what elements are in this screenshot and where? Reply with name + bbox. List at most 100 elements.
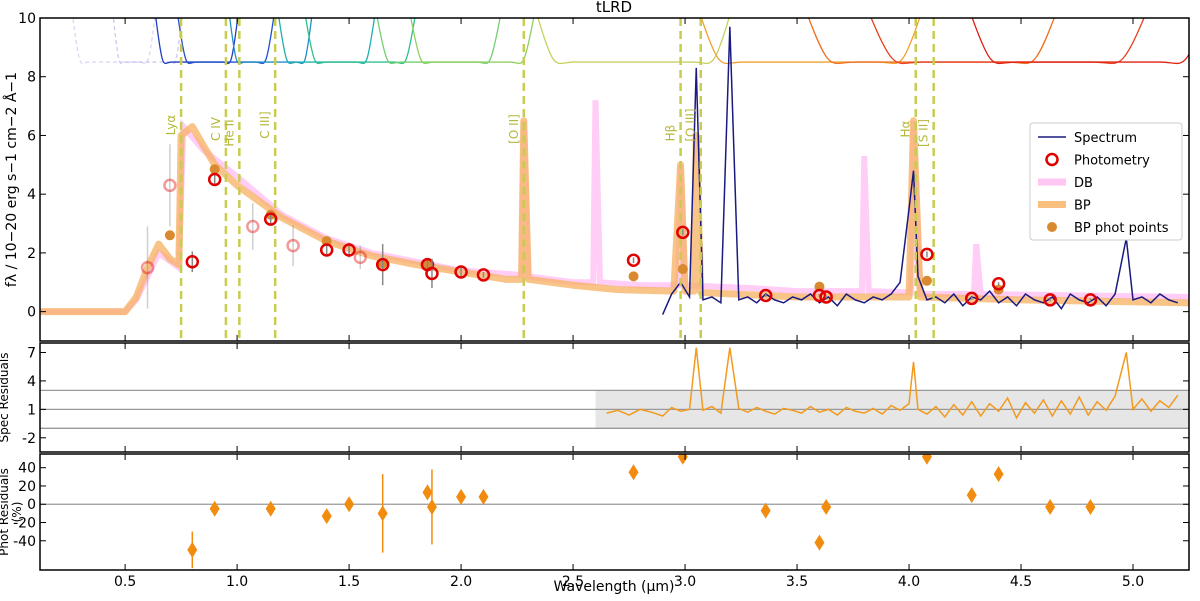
emission-line-label: C III] xyxy=(258,111,272,139)
photometry-point xyxy=(812,288,827,303)
photometry-point xyxy=(140,260,155,275)
emission-line-label: [O III] xyxy=(684,108,698,141)
plot-area xyxy=(40,18,1189,341)
photometry-point xyxy=(342,243,356,257)
photometry-point xyxy=(185,254,200,269)
filter-curve xyxy=(808,18,1055,65)
legend-label: Spectrum xyxy=(1074,131,1137,146)
photometry-point xyxy=(425,266,439,281)
residual-point xyxy=(993,466,1004,483)
residual-point xyxy=(187,541,198,558)
axes-frame xyxy=(39,453,1190,571)
residual-point xyxy=(321,508,332,525)
photometry-point xyxy=(263,212,278,226)
filter-curve xyxy=(971,18,1189,65)
photometry-point xyxy=(676,225,690,240)
y-tick-label: -2 xyxy=(22,431,36,447)
bp-phot-point xyxy=(677,264,688,275)
residual-point xyxy=(1085,498,1096,515)
photometry-point xyxy=(207,172,222,187)
legend-box xyxy=(1029,122,1183,241)
legend: Spectrum Photometry DB BP BP phot points xyxy=(1029,122,1183,241)
bp-phot-point xyxy=(164,230,175,241)
photometry-point xyxy=(1043,293,1057,307)
residual-point xyxy=(265,500,276,517)
residual-line xyxy=(606,347,1179,420)
legend-label: BP phot points xyxy=(1074,221,1169,236)
residual-point xyxy=(821,498,832,515)
y-tick-label: 40 xyxy=(18,461,36,477)
filter-curve xyxy=(870,18,1145,65)
y-axis-label: (%) xyxy=(10,502,24,523)
plot-area xyxy=(40,454,1189,569)
legend-label: DB xyxy=(1074,176,1093,191)
filter-curve xyxy=(278,18,376,65)
y-tick-label: 20 xyxy=(18,479,36,495)
legend-label: BP xyxy=(1074,199,1091,214)
residual-point xyxy=(628,464,639,481)
residual-point xyxy=(456,488,467,505)
x-tick-label: 5.0 xyxy=(1122,574,1144,590)
plot-area xyxy=(40,347,1189,429)
photometry-point xyxy=(819,290,833,304)
axes-frame xyxy=(39,342,1190,453)
residual-point xyxy=(921,454,932,465)
y-tick-label: -20 xyxy=(13,516,36,532)
filter-curve xyxy=(700,18,921,65)
spectrum xyxy=(661,26,1179,315)
y-tick-label: 1 xyxy=(27,402,36,418)
residual-point xyxy=(377,505,388,522)
photometry-point xyxy=(319,243,334,257)
filter-curve xyxy=(112,18,183,65)
x-tick-label: 3.0 xyxy=(674,574,696,590)
y-axis-label: Phot Residuals xyxy=(0,468,11,556)
y-tick-label: 8 xyxy=(27,70,36,86)
residual-point xyxy=(760,502,771,519)
filter-curve xyxy=(229,18,313,65)
residual-point xyxy=(966,487,977,504)
emission-line-label: Hα xyxy=(899,120,913,137)
photometry-point xyxy=(163,178,177,193)
bp-model xyxy=(40,117,1189,316)
y-tick-label: 4 xyxy=(27,374,36,390)
bp-phot-point xyxy=(814,281,825,292)
y-tick-label: 4 xyxy=(27,187,36,203)
y-axis-label: fλ / 10−20 erg s−1 cm−2 Å−1 xyxy=(3,72,20,287)
axes-frame xyxy=(39,17,1190,342)
y-tick-label: 10 xyxy=(18,11,36,27)
bp-phot-point xyxy=(628,271,639,282)
photometry-point xyxy=(375,257,390,272)
photometry-point xyxy=(286,238,300,253)
y-tick-label: 6 xyxy=(27,128,36,144)
legend-swatch xyxy=(1047,222,1057,232)
y-axis-label: Spec Residuals xyxy=(0,353,11,443)
residual-point xyxy=(344,496,355,513)
x-axis-label: Wavelength (μm) xyxy=(554,579,675,595)
y-tick-label: 7 xyxy=(27,345,36,361)
y-tick-label: 0 xyxy=(27,305,36,321)
emission-line-label: Hβ xyxy=(664,125,678,142)
x-tick-label: 0.5 xyxy=(114,574,136,590)
bp-phot-point xyxy=(209,164,220,175)
photometry-point xyxy=(626,253,641,267)
emission-line-label: He II xyxy=(222,119,236,146)
legend-swatch xyxy=(1045,152,1059,167)
photometry-point xyxy=(920,247,934,262)
filter-curve xyxy=(410,18,535,65)
residual-point xyxy=(209,500,220,517)
filter-curve xyxy=(305,18,416,65)
emission-line-label: [O II] xyxy=(507,114,521,144)
residual-point xyxy=(426,498,437,515)
residual-point xyxy=(422,484,433,501)
photometry-point xyxy=(454,265,468,279)
filter-curve xyxy=(72,18,156,65)
bp-phot-point xyxy=(321,236,332,247)
legend-label: Photometry xyxy=(1074,154,1150,169)
emission-line-label: Lyα xyxy=(164,115,178,136)
photometry-point xyxy=(353,250,368,265)
emission-line-label: C IV xyxy=(209,116,223,141)
y-tick-label: 2 xyxy=(27,246,36,262)
residual-point xyxy=(478,488,489,505)
x-tick-label: 1.0 xyxy=(226,574,248,590)
